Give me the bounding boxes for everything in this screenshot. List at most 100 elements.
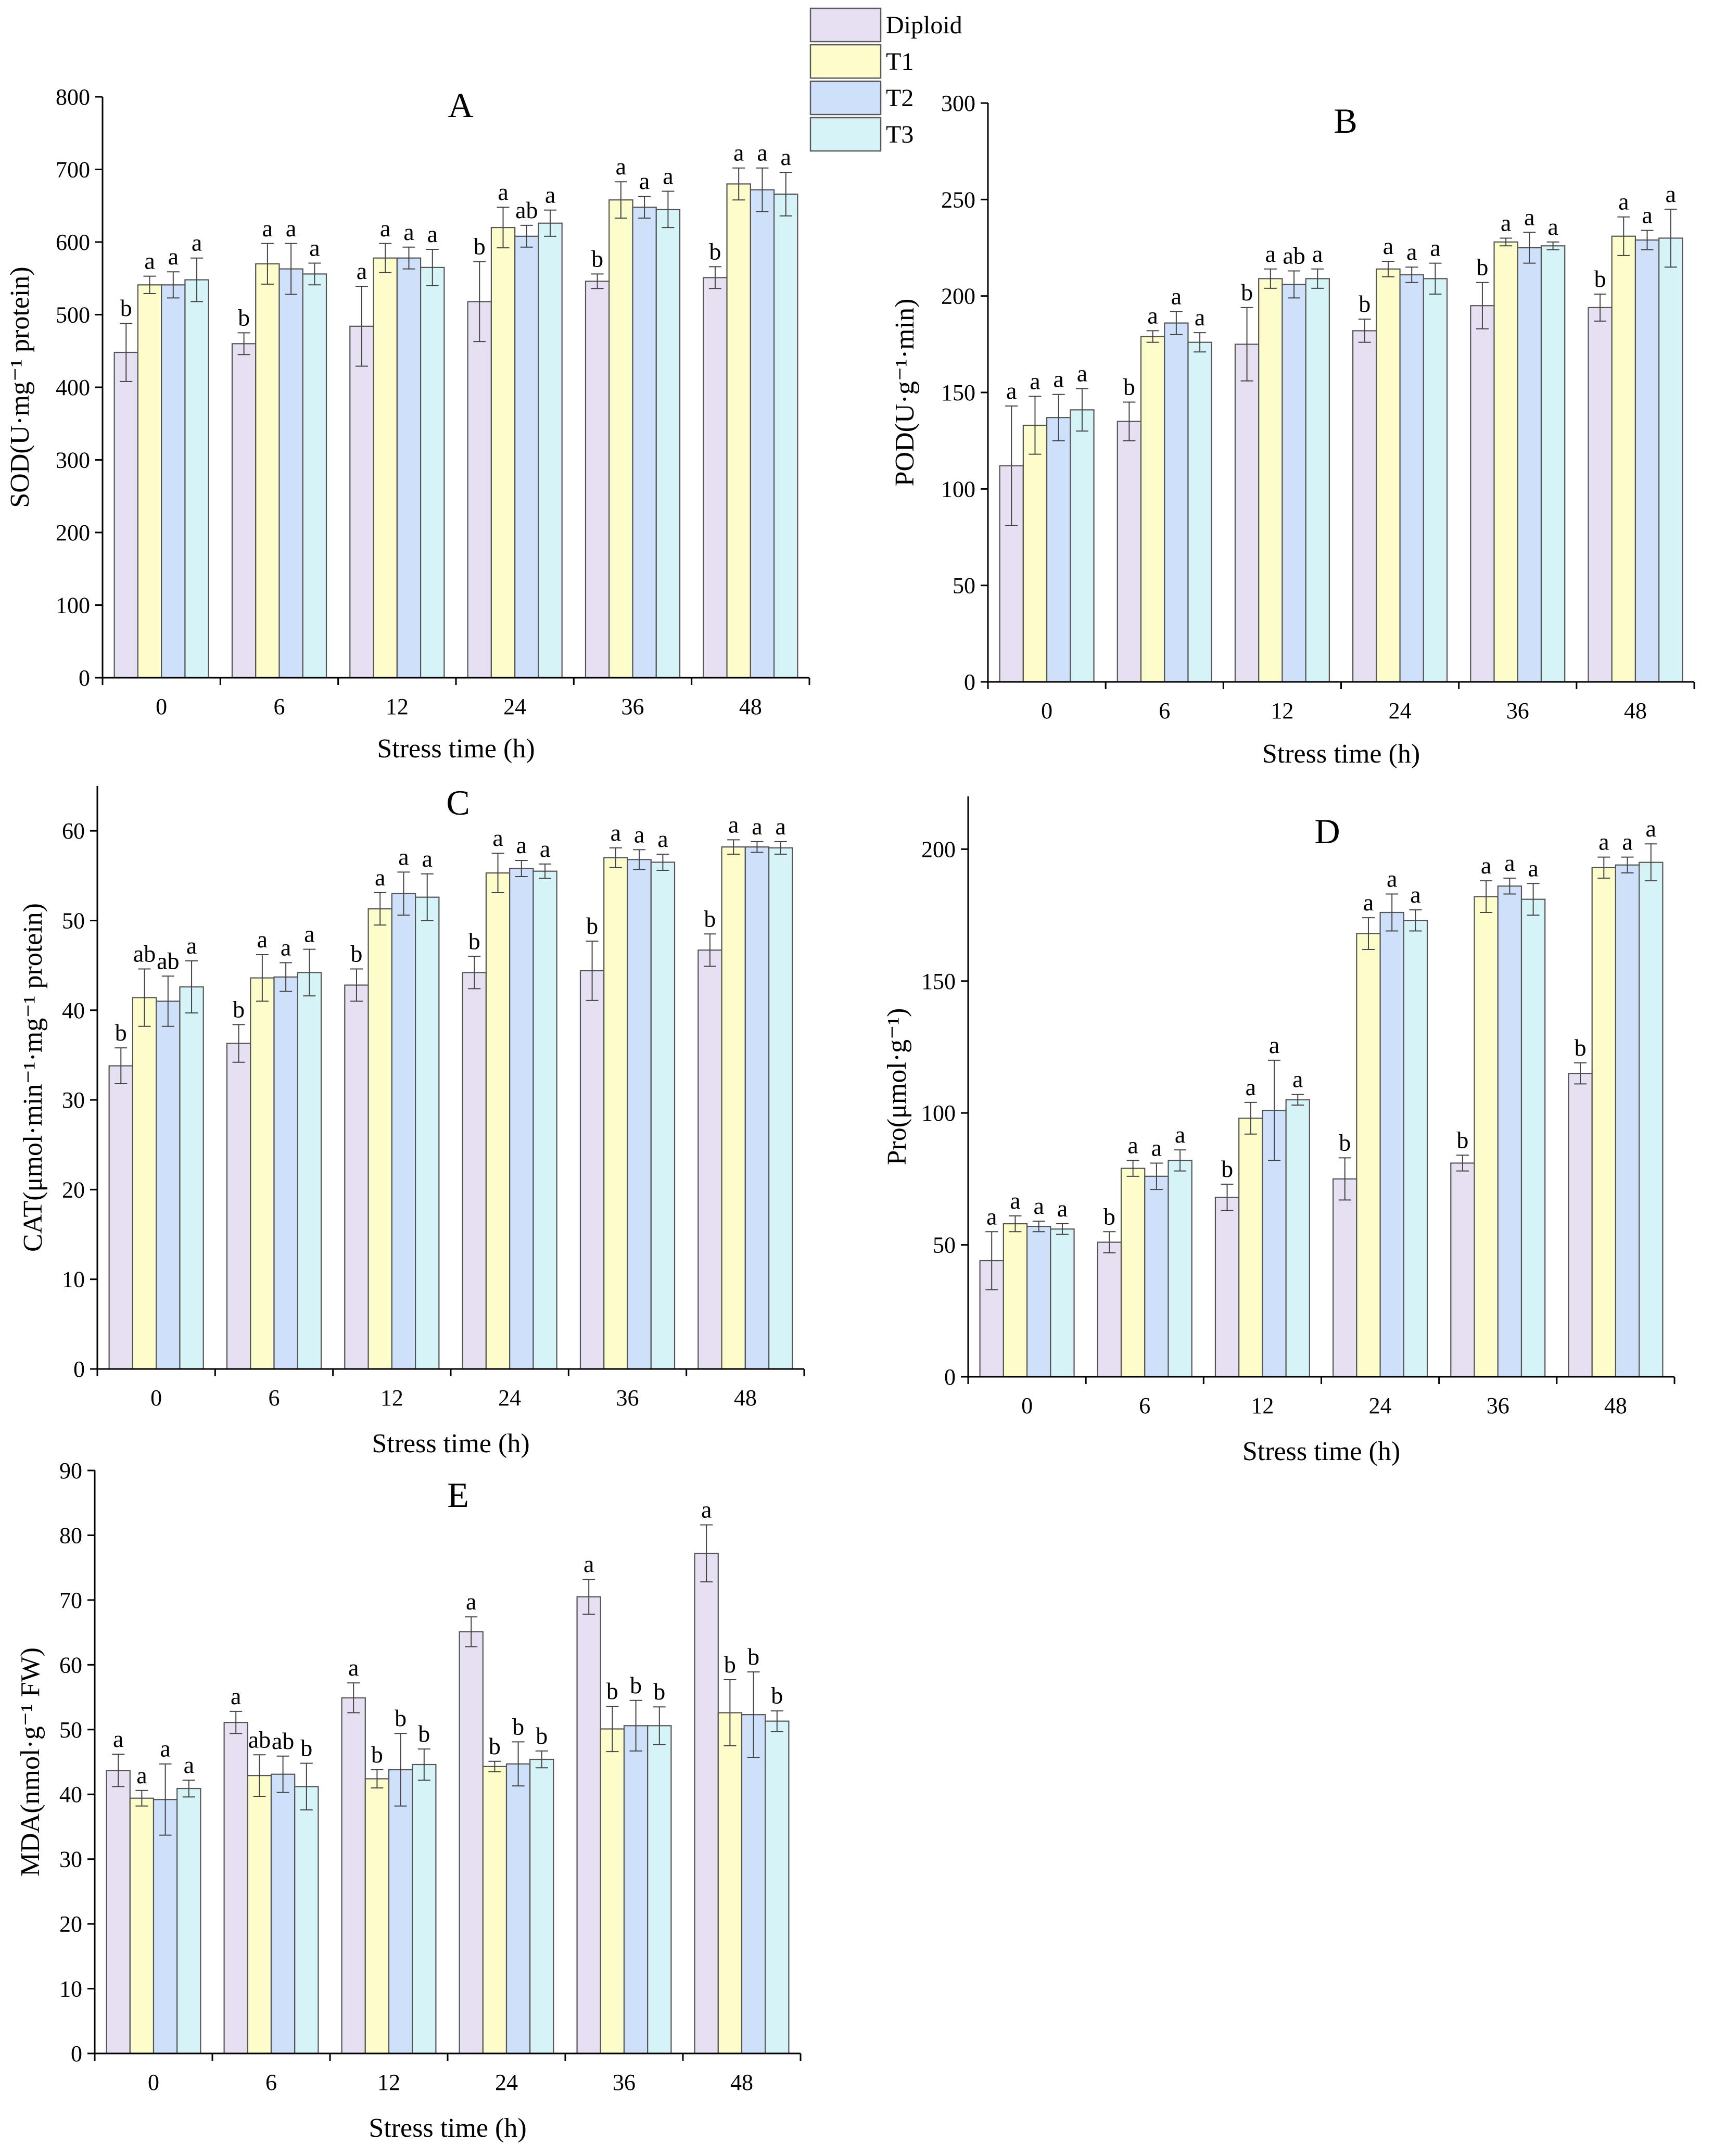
bar bbox=[1187, 341, 1212, 683]
significance-letter: a bbox=[1524, 204, 1534, 230]
y-tick-label: 800 bbox=[56, 84, 90, 110]
y-tick-label: 40 bbox=[62, 998, 85, 1023]
legend-swatch bbox=[809, 80, 882, 116]
significance-letter: a bbox=[1598, 829, 1609, 855]
significance-letter: a bbox=[728, 811, 739, 838]
significance-letter: a bbox=[1195, 304, 1205, 331]
y-tick-label: 30 bbox=[59, 1847, 82, 1872]
bar bbox=[1168, 1160, 1192, 1378]
significance-letter: a bbox=[1666, 181, 1676, 207]
significance-letter: a bbox=[304, 921, 314, 947]
significance-letter: a bbox=[1147, 302, 1158, 328]
significance-letter: a bbox=[286, 215, 296, 242]
bar bbox=[1658, 237, 1683, 683]
significance-letter: b bbox=[1103, 1203, 1115, 1229]
significance-letter: a bbox=[733, 139, 744, 166]
significance-letter: a bbox=[1312, 240, 1323, 267]
significance-letter: a bbox=[1292, 1066, 1303, 1093]
x-tick-label: 24 bbox=[498, 1385, 521, 1411]
significance-letter: a bbox=[1033, 1193, 1044, 1219]
bar bbox=[509, 868, 534, 1370]
bar bbox=[532, 870, 557, 1370]
bar bbox=[412, 1764, 437, 2054]
significance-letter: a bbox=[375, 864, 385, 891]
significance-letter: b bbox=[468, 928, 480, 954]
x-tick-label: 36 bbox=[613, 2070, 636, 2095]
significance-letter: ab bbox=[157, 947, 179, 974]
significance-letter: a bbox=[701, 1496, 712, 1523]
y-tick-label: 40 bbox=[59, 1782, 82, 1807]
bar bbox=[1144, 1175, 1169, 1378]
bar bbox=[1050, 1228, 1075, 1378]
bar bbox=[697, 949, 722, 1370]
significance-letter: a bbox=[1246, 1074, 1256, 1100]
bar bbox=[490, 227, 516, 679]
bar bbox=[768, 847, 793, 1370]
y-tick-label: 200 bbox=[921, 836, 956, 862]
significance-letter: a bbox=[186, 932, 197, 959]
panel-label: D bbox=[1314, 811, 1340, 851]
bar bbox=[741, 1714, 766, 2054]
significance-letter: b bbox=[591, 245, 603, 272]
bar bbox=[1258, 278, 1283, 683]
significance-letter: a bbox=[1528, 855, 1538, 881]
significance-letter: b bbox=[704, 905, 716, 932]
significance-letter: a bbox=[757, 139, 767, 166]
x-tick-label: 48 bbox=[739, 694, 762, 719]
bar bbox=[132, 997, 157, 1370]
significance-letter: a bbox=[231, 1683, 241, 1709]
y-tick-label: 80 bbox=[59, 1523, 82, 1548]
significance-letter: a bbox=[1383, 233, 1393, 259]
significance-letter: a bbox=[160, 1735, 170, 1762]
x-tick-label: 0 bbox=[1041, 698, 1052, 724]
bar bbox=[459, 1631, 484, 2054]
significance-letter: b bbox=[586, 912, 598, 939]
significance-letter: a bbox=[583, 1551, 594, 1577]
x-axis-title: Stress time (h) bbox=[1262, 739, 1420, 769]
bar bbox=[1497, 885, 1522, 1378]
bar bbox=[1352, 330, 1377, 683]
bar bbox=[161, 284, 186, 679]
bar bbox=[1116, 421, 1142, 683]
x-tick-label: 6 bbox=[265, 2070, 277, 2095]
bar bbox=[1517, 247, 1542, 683]
bar bbox=[302, 273, 327, 679]
bar bbox=[1376, 268, 1401, 683]
significance-letter: b bbox=[300, 1734, 312, 1761]
y-tick-label: 90 bbox=[59, 1458, 82, 1483]
significance-letter: b bbox=[630, 1672, 642, 1698]
x-tick-label: 24 bbox=[503, 694, 526, 719]
significance-letter: b bbox=[1241, 279, 1253, 306]
bar bbox=[703, 277, 728, 679]
bar bbox=[773, 193, 798, 679]
significance-letter: a bbox=[309, 234, 320, 261]
bar bbox=[467, 301, 492, 679]
y-tick-label: 100 bbox=[941, 476, 975, 502]
bar bbox=[627, 859, 652, 1370]
bar bbox=[1450, 1162, 1475, 1378]
y-tick-label: 20 bbox=[59, 1911, 82, 1937]
bar bbox=[765, 1720, 790, 2054]
bar bbox=[1639, 861, 1664, 1378]
bar bbox=[485, 872, 511, 1370]
significance-letter: b bbox=[474, 233, 486, 260]
bar bbox=[396, 257, 422, 679]
significance-letter: a bbox=[516, 832, 527, 858]
significance-letter: a bbox=[1504, 849, 1515, 876]
x-tick-label: 6 bbox=[274, 694, 285, 719]
x-axis-title: Stress time (h) bbox=[377, 734, 535, 764]
x-tick-label: 6 bbox=[1139, 1393, 1150, 1418]
x-tick-label: 36 bbox=[1506, 698, 1529, 724]
significance-letter: a bbox=[657, 826, 668, 852]
bar bbox=[270, 1773, 296, 2054]
y-tick-label: 50 bbox=[62, 908, 85, 933]
bar bbox=[1568, 1073, 1593, 1378]
significance-letter: a bbox=[986, 1203, 997, 1229]
significance-letter: b bbox=[747, 1643, 759, 1670]
bar bbox=[726, 183, 751, 679]
bar bbox=[600, 1728, 625, 2054]
significance-letter: a bbox=[398, 843, 409, 870]
bar bbox=[1520, 898, 1546, 1378]
bar bbox=[1588, 307, 1613, 683]
bar bbox=[367, 908, 392, 1370]
